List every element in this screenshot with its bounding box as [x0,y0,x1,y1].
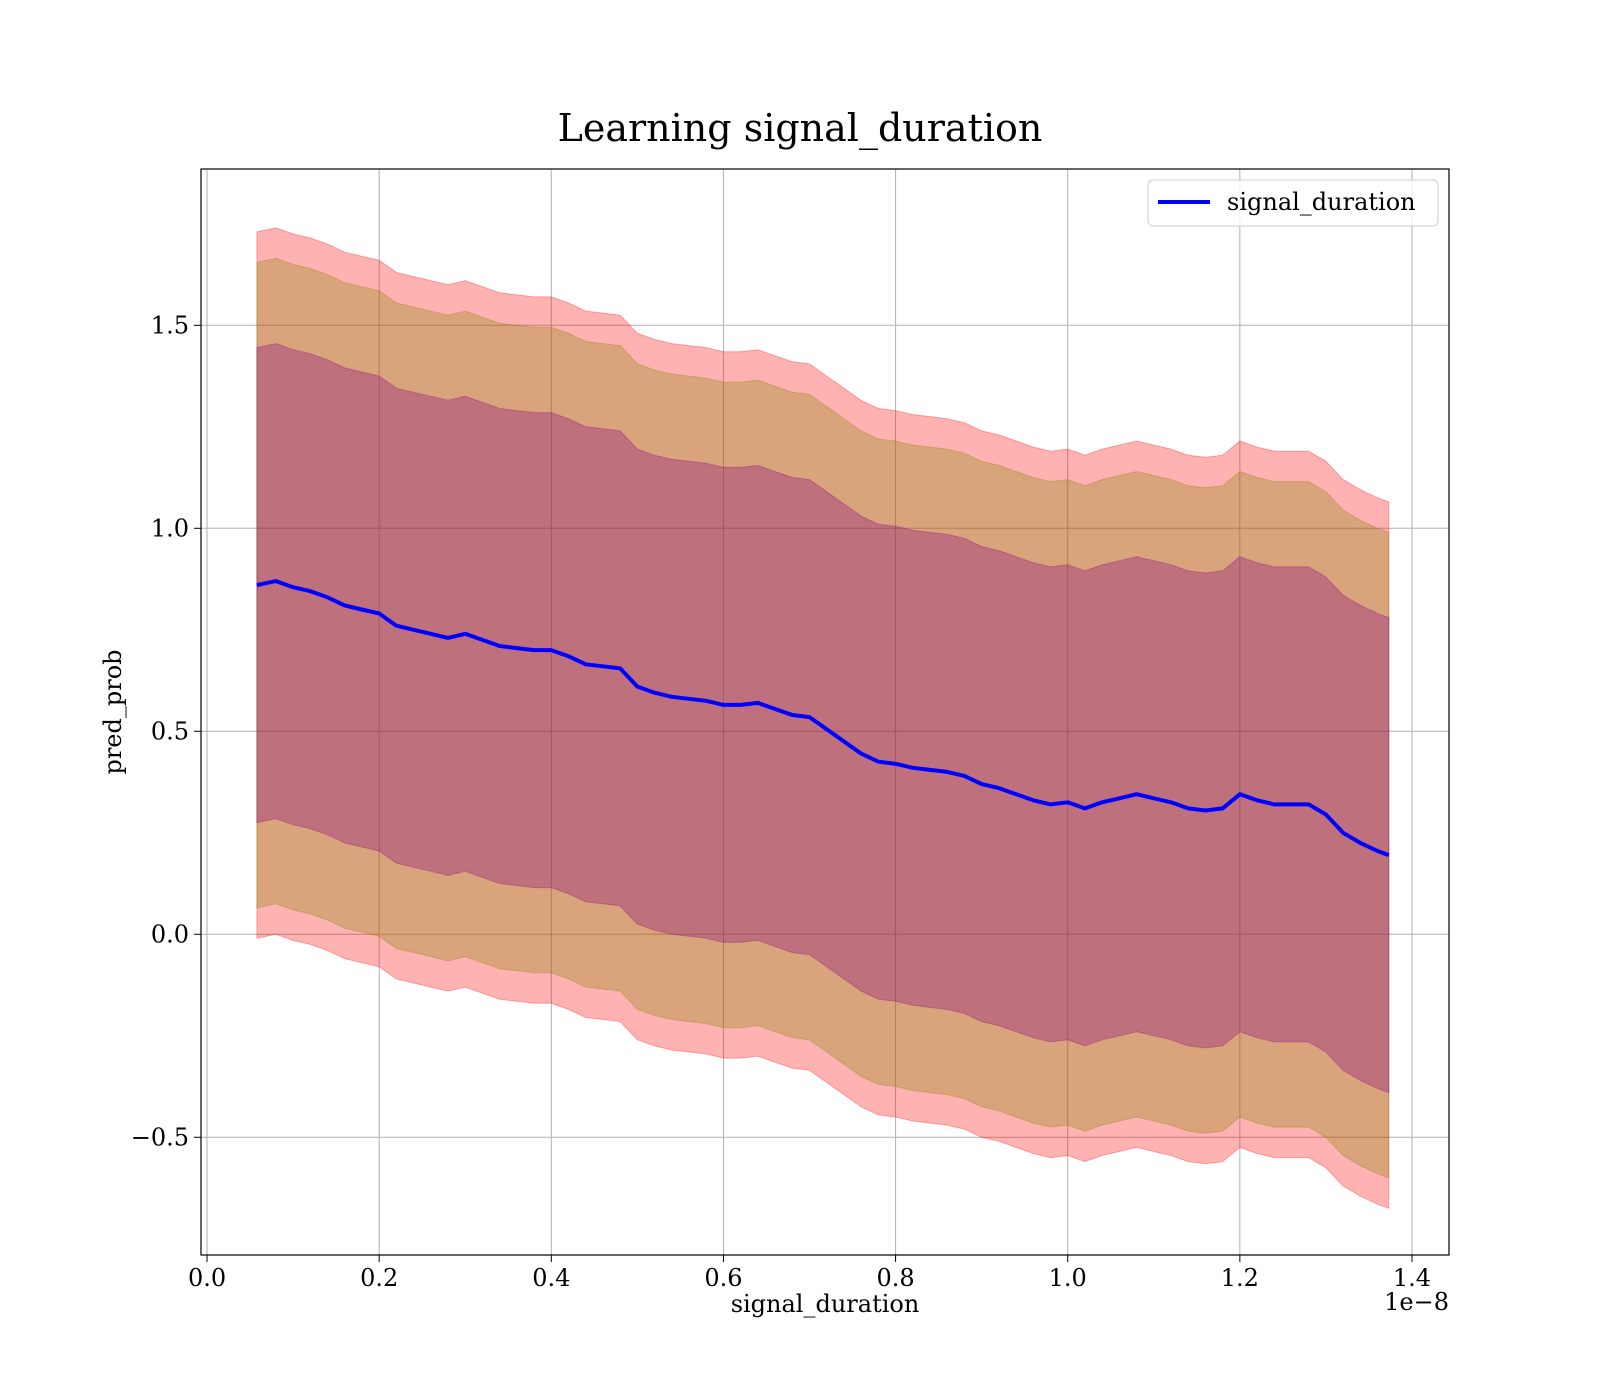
x-offset-label: 1e−8 [1384,1288,1449,1316]
y-tick-label: 0.0 [151,920,189,948]
x-tick-label: 1.2 [1221,1264,1259,1292]
y-tick-label: 1.0 [151,514,189,542]
y-tick-label: −0.5 [131,1123,189,1151]
y-axis-label: pred_prob [99,649,127,774]
x-tick-label: 0.6 [704,1264,742,1292]
axis-ticks: 0.0 0.2 0.4 0.6 0.8 1.0 1.2 1.4 −0.5 0.0 0.5 1.0 1.5 [131,311,1431,1292]
x-axis-label: signal_duration [731,1290,920,1318]
confidence-band [256,227,1390,1210]
grid [201,169,1449,1255]
x-tick-label: 0.4 [532,1264,570,1292]
series-line [256,579,1390,857]
x-tick-label: 0.0 [188,1264,226,1292]
x-tick-label: 1.4 [1393,1264,1431,1292]
confidence-bands [256,227,1390,1210]
x-tick-label: 1.0 [1049,1264,1087,1292]
plot-area-frame [200,168,1450,1256]
y-tick-label: 1.5 [151,311,189,339]
legend: signal_duration [1147,179,1439,227]
series-lines [256,579,1390,857]
legend-box [1147,179,1439,227]
confidence-band [256,257,1390,1179]
confidence-band [256,343,1390,1094]
y-tick-label: 0.5 [151,717,189,745]
x-tick-label: 0.8 [876,1264,914,1292]
x-tick-label: 0.2 [360,1264,398,1292]
legend-label: signal_duration [1227,188,1416,216]
chart-title: Learning signal_duration [558,106,1043,151]
